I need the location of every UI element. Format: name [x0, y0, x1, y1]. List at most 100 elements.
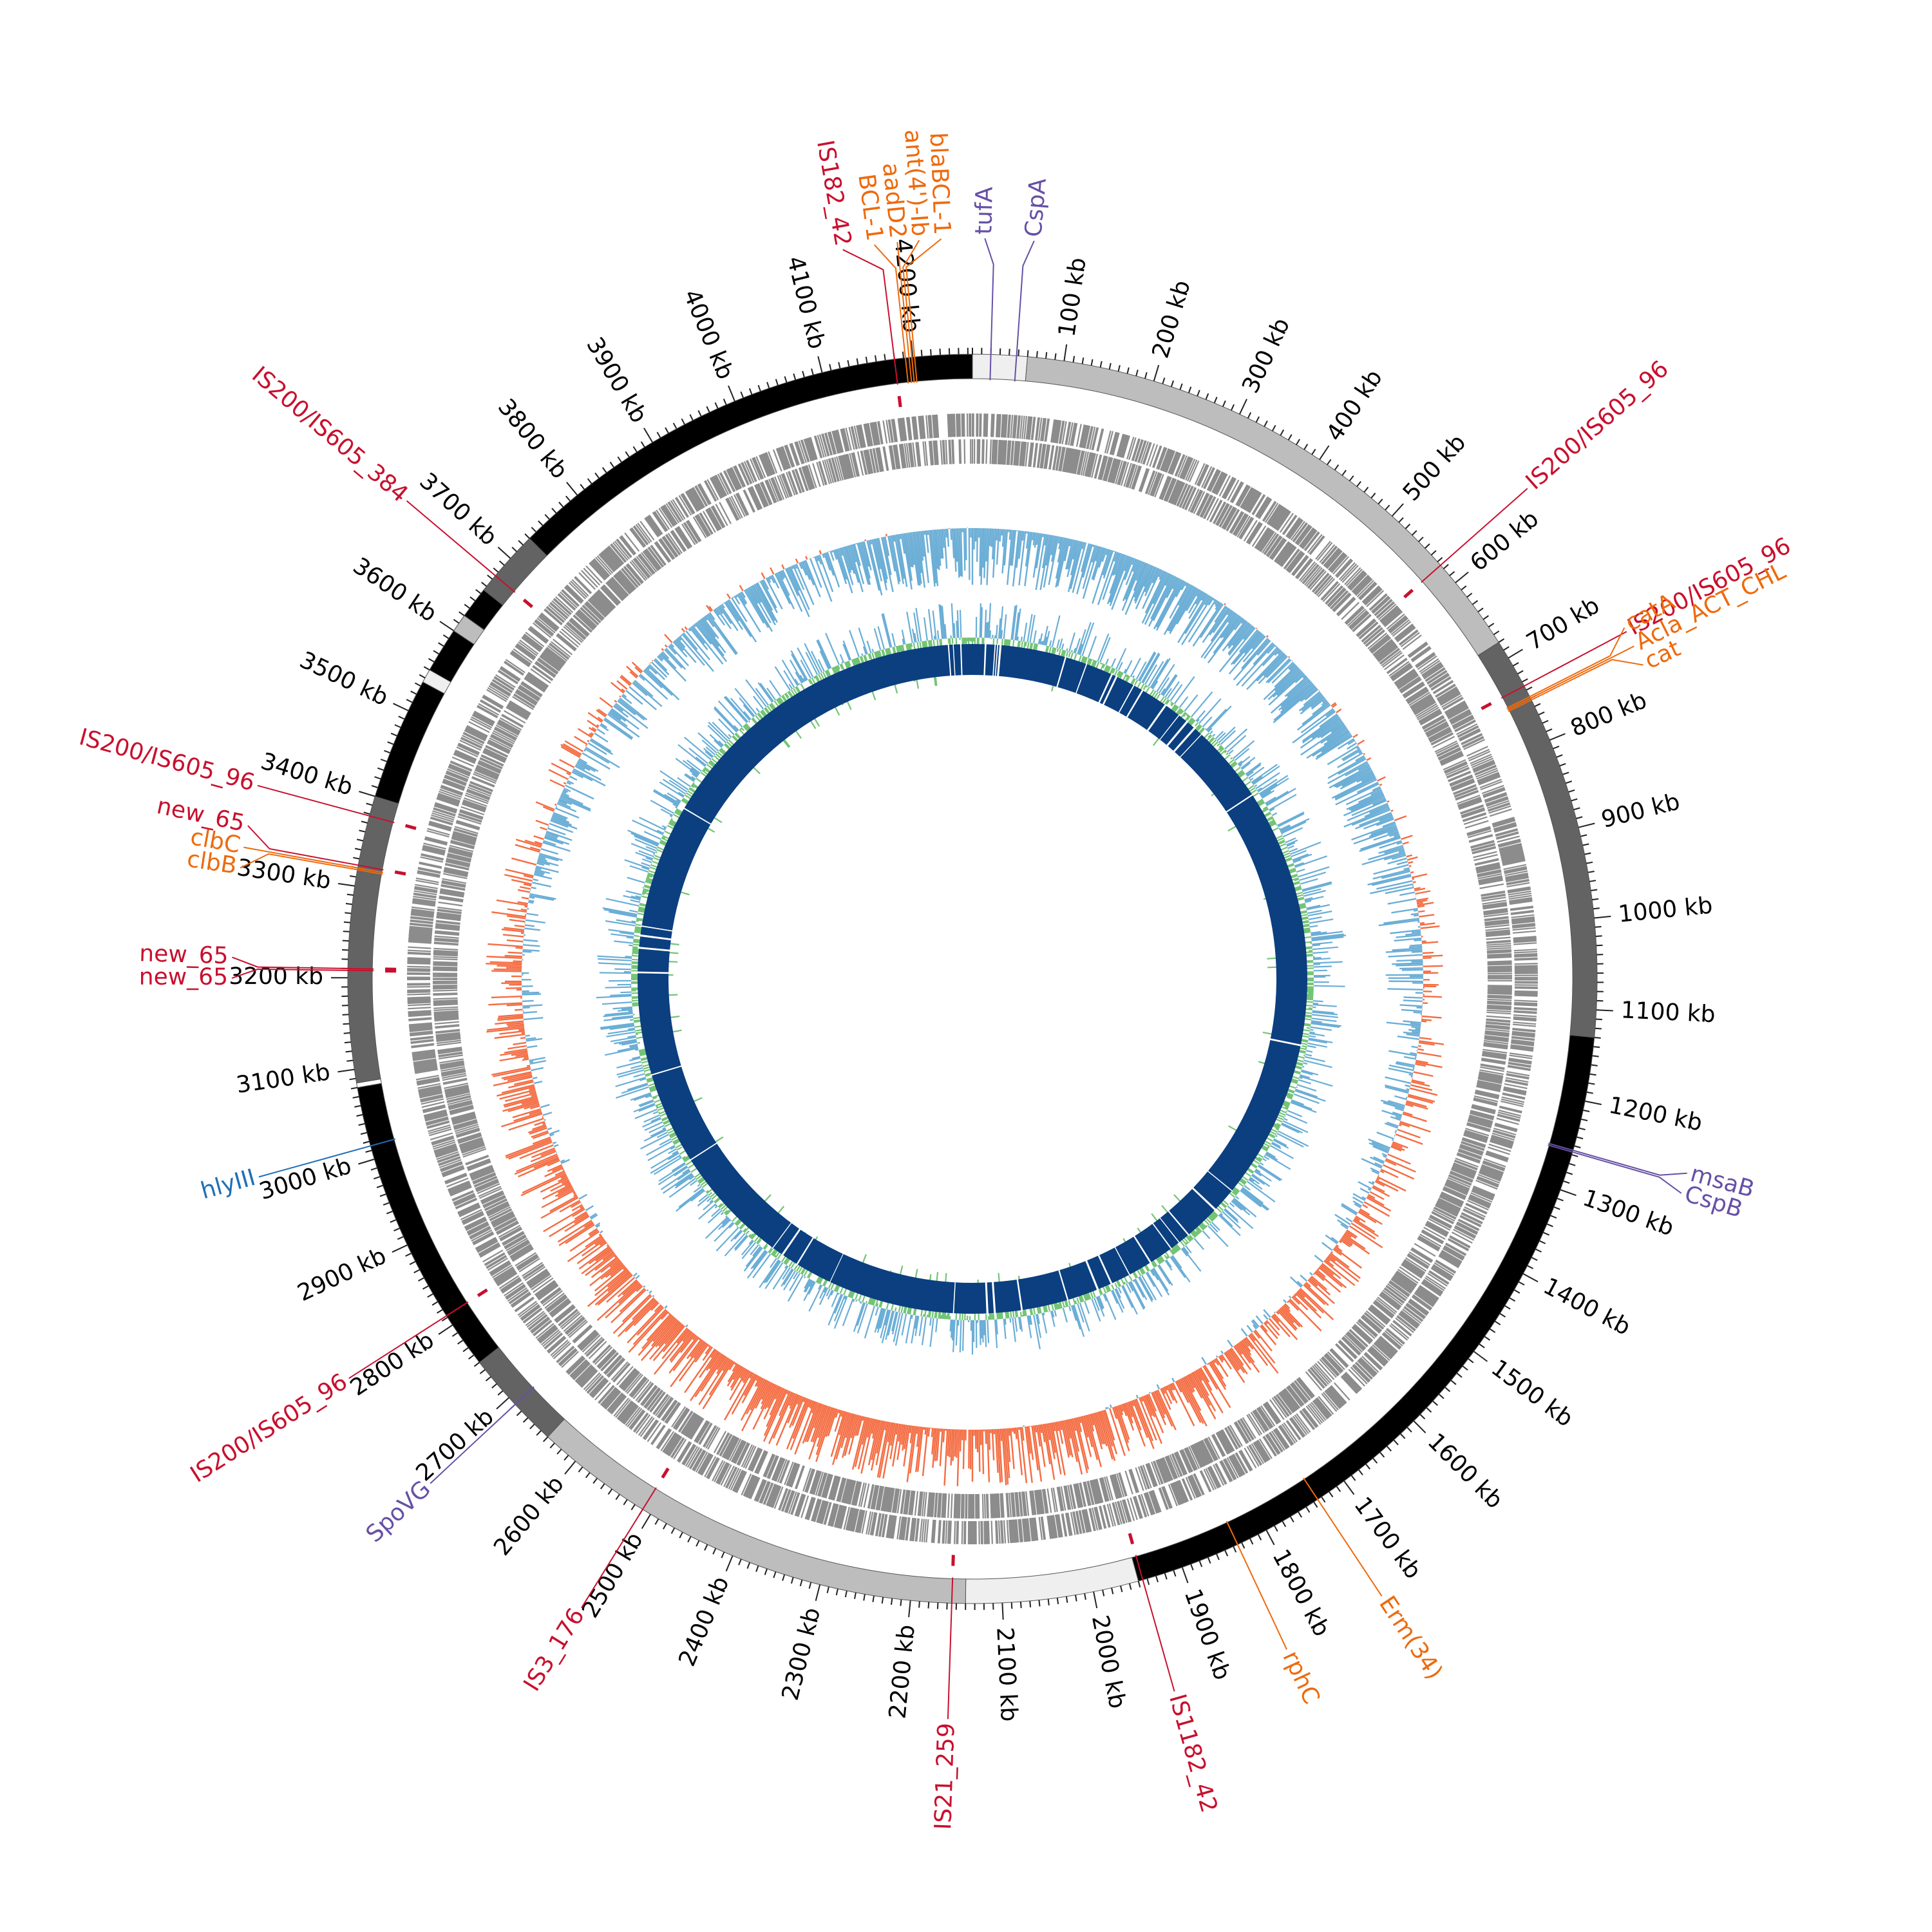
tick-label: 1600 kb	[1423, 1428, 1508, 1514]
blast-gap	[1225, 793, 1254, 813]
blast-gap	[795, 1236, 815, 1266]
tick-label: 4200 kb	[889, 237, 925, 334]
tick-label: 3000 kb	[256, 1153, 354, 1206]
blast-gap	[960, 643, 963, 677]
tick-label: 3100 kb	[234, 1059, 332, 1099]
annotation-leader	[873, 244, 909, 384]
tick-label: 1100 kb	[1620, 997, 1716, 1028]
annotation-label: SpoVG	[361, 1475, 436, 1548]
annotation-label: CspA	[1020, 177, 1052, 238]
tick-label: 2600 kb	[489, 1471, 569, 1560]
tick-label: 1900 kb	[1179, 1586, 1236, 1683]
blast-gap	[992, 643, 996, 677]
blast-gap	[1166, 720, 1189, 748]
blast-gap	[1016, 1278, 1023, 1312]
tick-label: 600 kb	[1465, 506, 1544, 576]
annotation-leader	[247, 825, 384, 871]
blast-gap	[640, 925, 674, 932]
tick-label: 2500 kb	[577, 1528, 649, 1622]
blast-gap	[638, 947, 672, 952]
tick-label: 2000 kb	[1086, 1613, 1131, 1711]
blast-gap	[1102, 675, 1118, 706]
blast-gap	[1057, 1269, 1069, 1302]
annotation-label: IS200/IS605_96	[77, 724, 258, 797]
annotation-leader	[243, 846, 383, 873]
mobile-mark	[477, 1288, 488, 1298]
annotation-leader	[240, 853, 383, 875]
blast-gap	[1097, 672, 1113, 705]
annotation-leader	[1506, 627, 1625, 709]
annotation-leader	[1014, 240, 1035, 382]
tick-label: 1200 kb	[1607, 1092, 1705, 1137]
blast-hits	[638, 644, 1307, 1314]
blast-gap	[772, 1222, 793, 1249]
blast-gap	[689, 1142, 718, 1161]
annotation-leader	[430, 1386, 535, 1484]
annotation-leader	[1507, 645, 1634, 711]
mobile-mark	[1403, 589, 1414, 599]
contig-segment-4	[965, 1557, 1139, 1604]
annotation-label: Erm(34)	[1374, 1591, 1448, 1684]
tick-label: 1800 kb	[1267, 1545, 1334, 1641]
blast-gap	[952, 1281, 956, 1315]
cds-ring	[406, 413, 1539, 1545]
annotation-leader	[258, 1138, 396, 1178]
annotation-label: IS200/IS605_384	[247, 361, 413, 507]
tick-label: 2400 kb	[674, 1573, 734, 1670]
tick-label: 3900 kb	[581, 333, 652, 428]
blast-gap	[1097, 1254, 1113, 1285]
blast-gap	[1206, 1170, 1233, 1192]
gc-content-low	[630, 637, 1314, 1321]
tick-label: 2100 kb	[991, 1627, 1022, 1723]
annotation-leader	[231, 968, 374, 979]
annotation-leader	[1135, 1555, 1175, 1692]
blast-gap	[1159, 714, 1180, 741]
annotation-leader	[1548, 1142, 1687, 1176]
annotation-leader	[257, 784, 395, 824]
blast-gap	[1172, 726, 1197, 753]
tick-label: 2200 kb	[884, 1624, 920, 1720]
annotation-leader	[1421, 488, 1528, 583]
cds-forward-strand	[406, 413, 1539, 1545]
mobile-mark	[1481, 702, 1492, 710]
tick-label: 3400 kb	[258, 748, 355, 801]
annotation-leader	[1508, 659, 1643, 712]
annotation-label: new_65	[139, 940, 229, 969]
mobile-mark	[404, 824, 417, 830]
contig-segment-9	[347, 795, 399, 1084]
tick-label: 200 kb	[1148, 277, 1196, 361]
annotation-leader	[896, 242, 913, 383]
annotation-leader	[406, 500, 516, 593]
annotation-label: rphC	[1277, 1647, 1324, 1708]
tick-label: 1500 kb	[1486, 1355, 1578, 1432]
blast-gap	[1125, 688, 1144, 719]
tick-label: 900 kb	[1599, 788, 1683, 833]
annotation-label: hlyIII	[198, 1164, 258, 1204]
mobile-mark	[522, 598, 534, 609]
blast-gap	[994, 643, 999, 677]
tick-label: 700 kb	[1522, 592, 1604, 656]
tick-label: 4100 kb	[782, 254, 830, 352]
annotation-leader	[1501, 630, 1627, 699]
tick-label: 2900 kb	[294, 1243, 390, 1307]
blast-gap	[650, 1065, 683, 1076]
tick-label: 100 kb	[1054, 256, 1092, 339]
tick-label: 300 kb	[1237, 314, 1295, 398]
blast-gap	[1117, 684, 1135, 714]
annotation-leader	[842, 249, 898, 385]
blast-identity-ring	[636, 643, 1307, 1315]
annotation-leader	[581, 1487, 657, 1609]
annotation-leader	[1548, 1144, 1682, 1194]
blast-gap	[781, 1227, 802, 1256]
gc-content-ring	[596, 603, 1347, 1355]
tick-label: 3700 kb	[414, 468, 502, 551]
tick-label: 1000 kb	[1617, 893, 1714, 928]
blast-gap	[683, 807, 712, 826]
blast-gap	[997, 643, 1002, 677]
annotation-label: tufA	[971, 186, 998, 234]
tick-label: 2300 kb	[777, 1605, 826, 1703]
tick-label: 4000 kb	[678, 286, 739, 383]
blast-gap	[1133, 1235, 1152, 1264]
annotation-label: IS21_259	[930, 1723, 960, 1830]
blast-gap	[1191, 1186, 1217, 1211]
